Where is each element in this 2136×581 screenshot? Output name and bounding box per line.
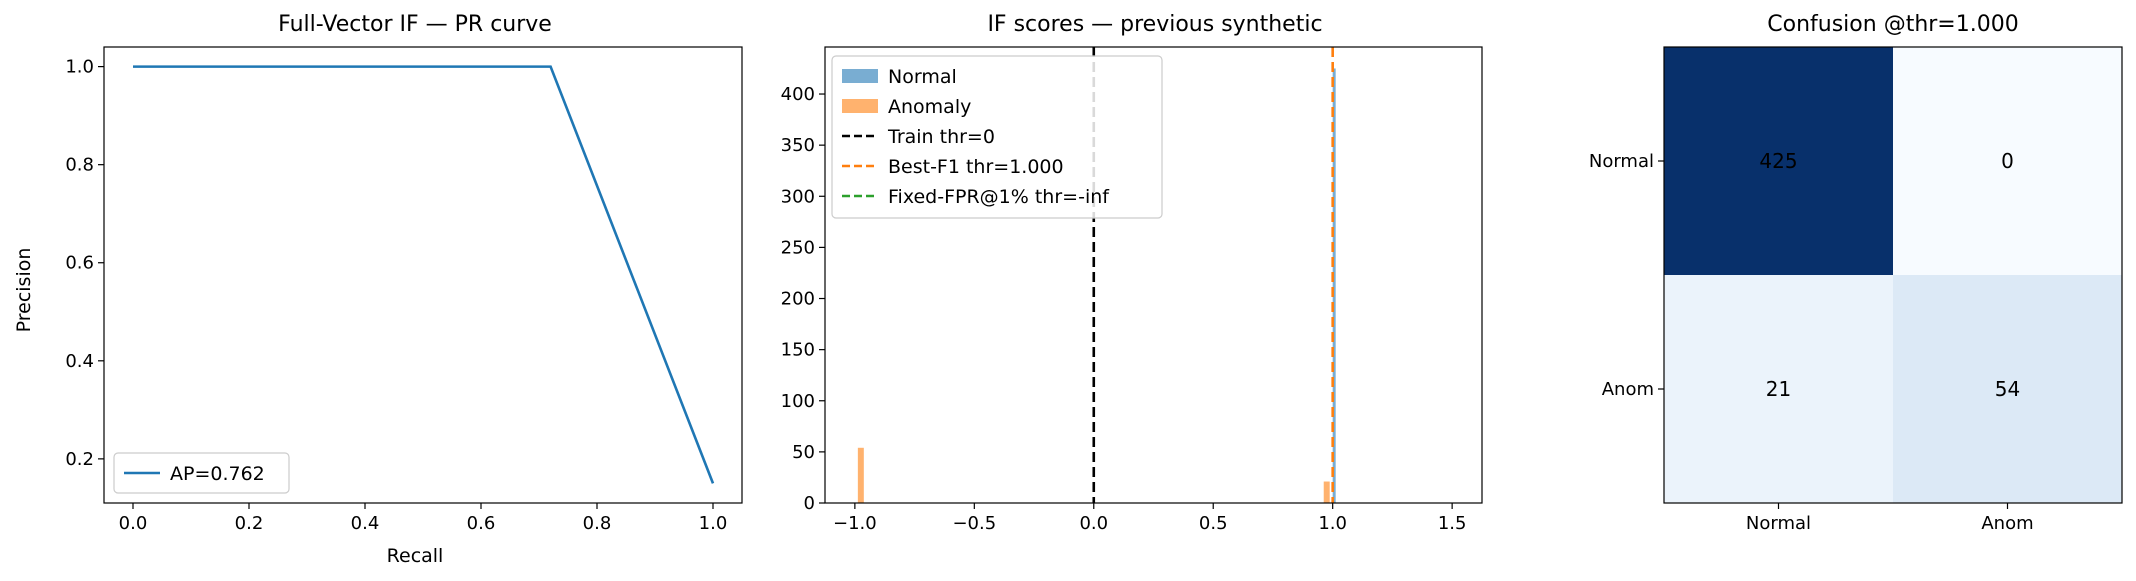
confusion-cell — [1664, 275, 1893, 503]
pr-curve-x-axis-label: Recall — [387, 545, 444, 567]
score-histogram-panel: IF scores — previous synthetic −1.0 −0.5 0… — [781, 12, 1483, 534]
confusion-row-label: Anom — [1602, 379, 1654, 400]
histogram-y-tick-label: 50 — [792, 442, 815, 463]
histogram-x-tick-label: −1.0 — [833, 513, 877, 534]
confusion-cell — [1893, 275, 2122, 503]
histogram-y-tick-label: 200 — [781, 289, 815, 310]
confusion-cell-value: 0 — [2001, 149, 2014, 173]
histogram-legend-label: Train thr=0 — [887, 126, 995, 148]
histogram-y-tick-label: 350 — [781, 135, 815, 156]
histogram-x-tick-label: 0.0 — [1079, 513, 1108, 534]
histogram-bar-normal — [1332, 68, 1336, 503]
pr-curve-x-tick-label: 0.4 — [351, 513, 380, 534]
histogram-legend-box — [831, 55, 1163, 219]
pr-curve-axes-frame — [103, 46, 743, 504]
pr-curve-y-tick-label: 0.6 — [65, 253, 94, 274]
pr-curve-panel: Full-Vector IF — PR curve 0.0 0.2 0.4 0.6 0.… — [13, 12, 743, 567]
pr-curve-line-0 — [133, 65, 715, 484]
pr-curve-y-tick-label: 0.2 — [65, 449, 94, 470]
confusion-cell-value: 21 — [1766, 377, 1791, 401]
histogram-x-tick-label: 1.0 — [1318, 513, 1347, 534]
pr-curve-legend-label: AP=0.762 — [170, 463, 265, 485]
score-histogram-title: IF scores — previous synthetic — [987, 12, 1322, 37]
histogram-legend-label: Best-F1 thr=1.000 — [888, 156, 1064, 178]
histogram-legend-label: Fixed-FPR@1% thr=-inf — [888, 186, 1110, 208]
confusion-axes-frame — [1663, 46, 2123, 504]
histogram-y-tick-label: 100 — [781, 391, 815, 412]
confusion-col-label: Normal — [1746, 513, 1811, 534]
confusion-matrix-plot-area: 425 0 21 54 Normal Anom Normal Anom — [1589, 46, 2123, 534]
pr-curve-x-tick-label: 1.0 — [699, 513, 728, 534]
histogram-bar-anomaly — [857, 447, 864, 503]
pr-curve-x-tick-label: 0.6 — [467, 513, 496, 534]
pr-curve-title: Full-Vector IF — PR curve — [278, 12, 552, 37]
pr-curve-x-tick-label: 0.2 — [235, 513, 264, 534]
histogram-y-tick-label: 300 — [781, 186, 815, 207]
confusion-matrix-panel: Confusion @thr=1.000 425 0 21 54 Normal Anom N… — [1589, 12, 2123, 534]
pr-curve-x-tick-label: 0.0 — [119, 513, 148, 534]
histogram-y-tick-label: 400 — [781, 84, 815, 105]
histogram-x-tick-label: −0.5 — [952, 513, 996, 534]
histogram-legend-label: Anomaly — [888, 96, 971, 118]
histogram-axes-frame — [824, 46, 1483, 504]
histogram-legend-swatch — [842, 69, 878, 83]
histogram-x-tick-label: 0.5 — [1199, 513, 1228, 534]
pr-curve-y-tick-label: 0.8 — [65, 155, 94, 176]
histogram-y-tick-label: 150 — [781, 340, 815, 361]
histogram-legend-label: Normal — [888, 66, 957, 88]
histogram-y-tick-label: 0 — [804, 493, 815, 514]
confusion-cell — [1664, 47, 1893, 275]
confusion-cell — [1893, 47, 2122, 275]
confusion-matrix-title: Confusion @thr=1.000 — [1767, 12, 2018, 37]
pr-curve-plot-area: 0.0 0.2 0.4 0.6 0.8 1.0 0.2 0.4 0.6 0.8 1.0 AP=0.76… — [65, 46, 743, 534]
pr-curve-y-axis-label: Precision — [13, 248, 35, 333]
pr-curve-legend-box — [113, 452, 290, 494]
histogram-x-tick-label: 1.5 — [1438, 513, 1467, 534]
pr-curve-y-tick-label: 1.0 — [65, 57, 94, 78]
score-histogram-plot-area: −1.0 −0.5 0.0 0.5 1.0 1.5 0 50 100 150 200 250 300 35… — [781, 46, 1483, 534]
pr-curve-y-tick-label: 0.4 — [65, 351, 94, 372]
histogram-y-tick-label: 250 — [781, 237, 815, 258]
pr-curve-x-tick-label: 0.8 — [583, 513, 612, 534]
confusion-row-label: Normal — [1589, 151, 1654, 172]
confusion-cell-value: 425 — [1759, 149, 1797, 173]
confusion-col-label: Anom — [1981, 513, 2033, 534]
histogram-legend-swatch — [842, 99, 878, 113]
histogram-bar-anomaly — [1323, 481, 1330, 503]
confusion-cell-value: 54 — [1995, 377, 2020, 401]
